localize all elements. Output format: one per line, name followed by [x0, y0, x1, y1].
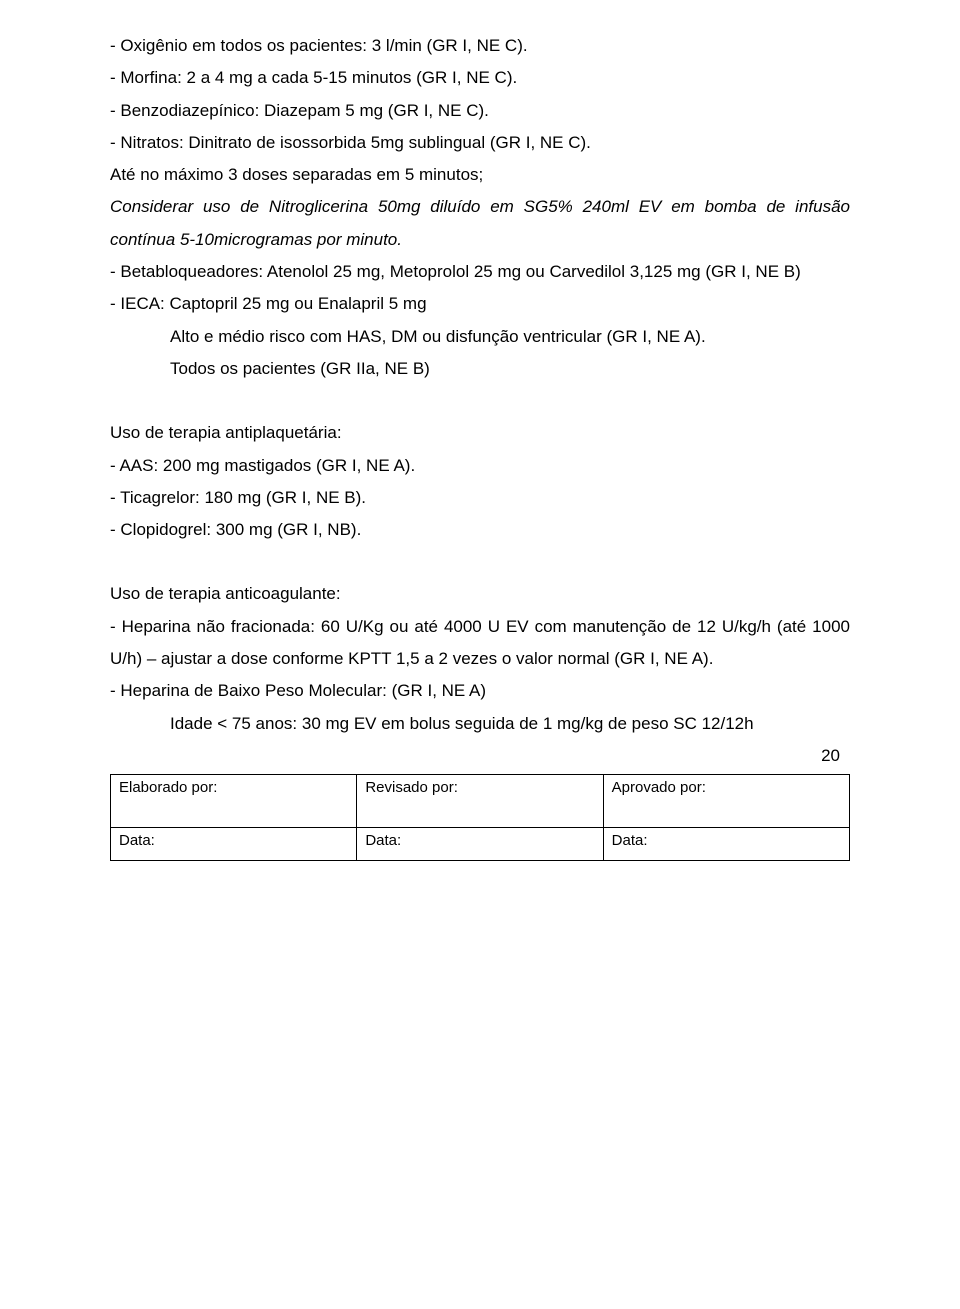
- footer-data-3: Data:: [603, 827, 849, 860]
- footer-table: Elaborado por: Revisado por: Aprovado po…: [110, 774, 850, 861]
- line-heparina-nf: - Heparina não fracionada: 60 U/Kg ou at…: [110, 611, 850, 676]
- line-alto-risco: Alto e médio risco com HAS, DM ou disfun…: [110, 321, 850, 353]
- line-heparina-bpm: - Heparina de Baixo Peso Molecular: (GR …: [110, 675, 850, 707]
- footer-data-1: Data:: [111, 827, 357, 860]
- page-container: - Oxigênio em todos os pacientes: 3 l/mi…: [0, 0, 960, 1309]
- line-oxigenio: - Oxigênio em todos os pacientes: 3 l/mi…: [110, 30, 850, 62]
- blank-2: [110, 546, 850, 578]
- line-nitroglicerina: Considerar uso de Nitroglicerina 50mg di…: [110, 191, 850, 256]
- footer-revisado: Revisado por:: [357, 774, 603, 827]
- line-doses: Até no máximo 3 doses separadas em 5 min…: [110, 159, 850, 191]
- page-number: 20: [110, 746, 850, 766]
- line-aas: - AAS: 200 mg mastigados (GR I, NE A).: [110, 450, 850, 482]
- footer-elaborado: Elaborado por:: [111, 774, 357, 827]
- line-ieca: - IECA: Captopril 25 mg ou Enalapril 5 m…: [110, 288, 850, 320]
- line-idade: Idade < 75 anos: 30 mg EV em bolus segui…: [110, 708, 850, 740]
- footer-data-2: Data:: [357, 827, 603, 860]
- line-anticoag-header: Uso de terapia anticoagulante:: [110, 578, 850, 610]
- line-todos-pacientes: Todos os pacientes (GR IIa, NE B): [110, 353, 850, 385]
- line-antiplaq-header: Uso de terapia antiplaquetária:: [110, 417, 850, 449]
- line-nitratos: - Nitratos: Dinitrato de isossorbida 5mg…: [110, 127, 850, 159]
- line-morfina: - Morfina: 2 a 4 mg a cada 5-15 minutos …: [110, 62, 850, 94]
- line-benzo: - Benzodiazepínico: Diazepam 5 mg (GR I,…: [110, 95, 850, 127]
- line-clopidogrel: - Clopidogrel: 300 mg (GR I, NB).: [110, 514, 850, 546]
- document-body: - Oxigênio em todos os pacientes: 3 l/mi…: [110, 30, 850, 740]
- footer-aprovado: Aprovado por:: [603, 774, 849, 827]
- line-betabloq: - Betabloqueadores: Atenolol 25 mg, Meto…: [110, 256, 850, 288]
- line-ticagrelor: - Ticagrelor: 180 mg (GR I, NE B).: [110, 482, 850, 514]
- blank-1: [110, 385, 850, 417]
